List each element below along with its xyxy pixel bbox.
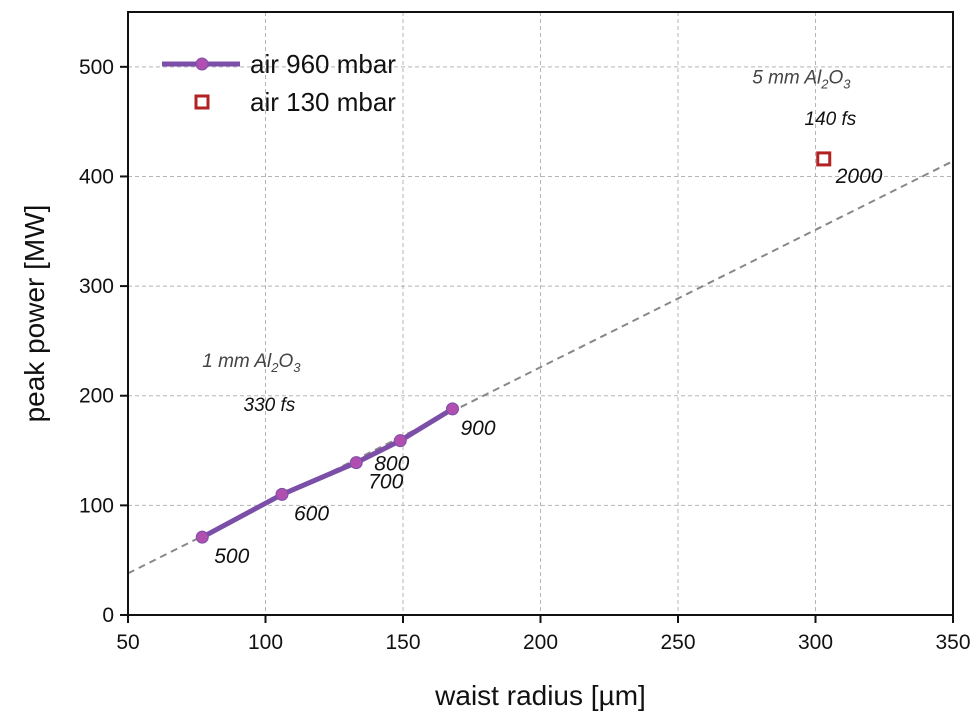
data-point-2000 <box>816 151 832 167</box>
x-axis-label: waist radius [µm] <box>434 680 646 711</box>
point-label-500: 500 <box>214 545 249 568</box>
annotation-part: 3 <box>293 360 301 375</box>
annotation-part: O <box>828 67 843 88</box>
y-tick-label-100: 100 <box>79 494 114 517</box>
x-tick-label-350: 350 <box>935 631 970 654</box>
annotation-part: 2 <box>270 360 279 375</box>
point-label-2000: 2000 <box>835 165 883 188</box>
annotation-part: 2 <box>820 76 829 91</box>
legend-label-series-1: air 130 mbar <box>250 87 396 117</box>
y-tick-label-300: 300 <box>79 275 114 298</box>
annotation-part: 5 mm Al <box>752 67 822 88</box>
y-axis-label: peak power [MW] <box>19 205 50 423</box>
annotation-part: 3 <box>843 76 851 91</box>
data-point-700 <box>349 456 363 470</box>
annotation-pulse-1: 330 fs <box>244 395 296 416</box>
x-tick-label-50: 50 <box>116 631 139 654</box>
y-tick-label-0: 0 <box>102 604 114 627</box>
legend-label-series-0: air 960 mbar <box>250 49 396 79</box>
point-label-900: 900 <box>461 417 496 440</box>
point-label-600: 600 <box>294 502 329 525</box>
legend-circle-marker <box>195 57 209 71</box>
y-tick-label-200: 200 <box>79 385 114 408</box>
y-tick-label-400: 400 <box>79 165 114 188</box>
point-label-800: 800 <box>374 453 409 476</box>
data-point-500 <box>195 530 209 544</box>
annotation-crystal-1: 1 mm Al2O3 <box>202 351 301 375</box>
legend-square-marker <box>194 94 210 110</box>
x-tick-label-100: 100 <box>248 631 283 654</box>
y-tick-label-500: 500 <box>79 56 114 79</box>
data-point-900 <box>446 402 459 416</box>
x-tick-label-200: 200 <box>523 631 558 654</box>
trend-line <box>127 160 954 575</box>
x-tick-label-250: 250 <box>660 631 695 654</box>
data-point-800 <box>393 434 407 448</box>
point-label-700: 700 <box>368 471 403 494</box>
legend: air 960 mbar air 130 mbar <box>162 49 396 117</box>
annotation-crystal-2: 5 mm Al2O3 <box>752 67 851 91</box>
x-tick-label-300: 300 <box>798 631 833 654</box>
annotation-part: 1 mm Al <box>202 351 272 372</box>
annotation-part: O <box>278 351 293 372</box>
data-point-600 <box>275 487 289 501</box>
grid-lines <box>128 12 953 615</box>
annotation-pulse-2: 140 fs <box>805 109 857 130</box>
x-tick-label-150: 150 <box>385 631 420 654</box>
